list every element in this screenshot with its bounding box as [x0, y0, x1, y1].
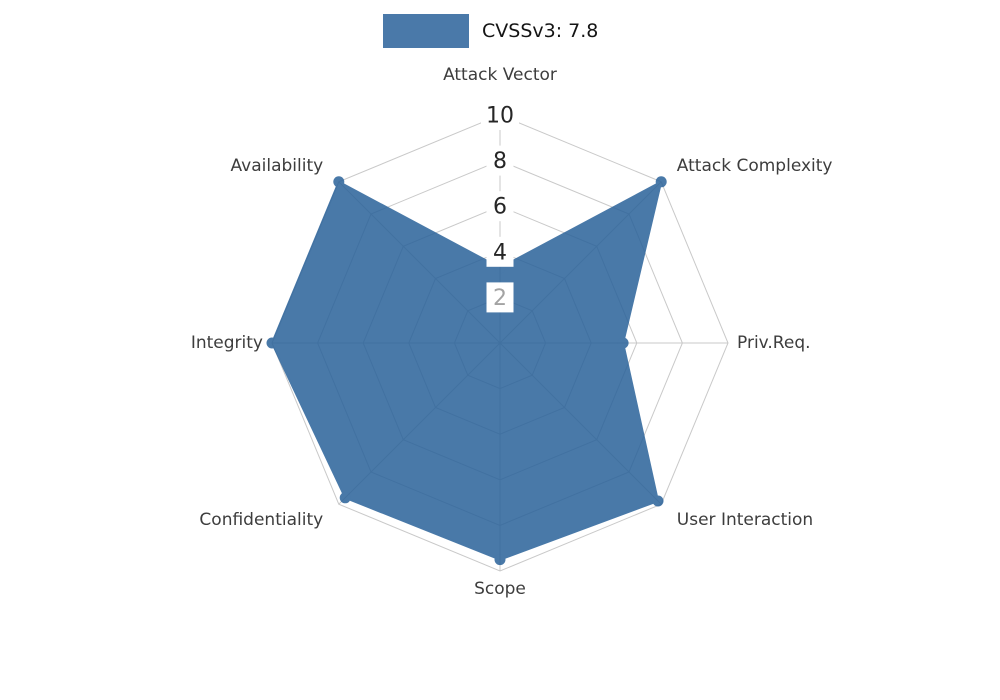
- axis-label-integrity: Integrity: [191, 333, 263, 353]
- tick-label-box: [486, 236, 514, 267]
- series-point: [339, 492, 351, 504]
- series-point: [652, 495, 664, 507]
- axis-label-attack-complexity: Attack Complexity: [677, 156, 833, 176]
- tick-label-box: [481, 100, 519, 130]
- axis-label-scope: Scope: [474, 579, 526, 599]
- series-polygon: [271, 180, 663, 561]
- axis-label-availability: Availability: [231, 156, 324, 176]
- axis-labels: Attack Vector Attack Complexity Priv.Req. U…: [191, 65, 833, 599]
- legend-label: CVSSv3: 7.8: [482, 20, 599, 42]
- tick-label: 10: [486, 104, 514, 129]
- series-point: [494, 554, 506, 566]
- legend: CVSSv3: 7.8: [383, 14, 598, 48]
- legend-swatch: [383, 14, 469, 48]
- series-point: [617, 337, 629, 349]
- series-cvssv3: [266, 176, 667, 566]
- series-point: [333, 176, 345, 188]
- tick-label: 4: [493, 240, 507, 265]
- tick-label-box: [486, 282, 514, 313]
- tick-label: 2: [493, 286, 507, 311]
- series-point: [655, 176, 667, 188]
- axis-label-priv-req: Priv.Req.: [737, 333, 811, 353]
- tick-label-box: [486, 145, 514, 176]
- tick-label: 6: [493, 195, 507, 220]
- radial-tick-labels: 2 4 6 8 10: [481, 100, 519, 313]
- axis-label-attack-vector: Attack Vector: [443, 65, 557, 85]
- axis-label-confidentiality: Confidentiality: [199, 510, 323, 530]
- tick-label: 8: [493, 149, 507, 174]
- axis-label-user-interaction: User Interaction: [677, 510, 813, 530]
- tick-label-box: [486, 191, 514, 222]
- series-point: [266, 337, 278, 349]
